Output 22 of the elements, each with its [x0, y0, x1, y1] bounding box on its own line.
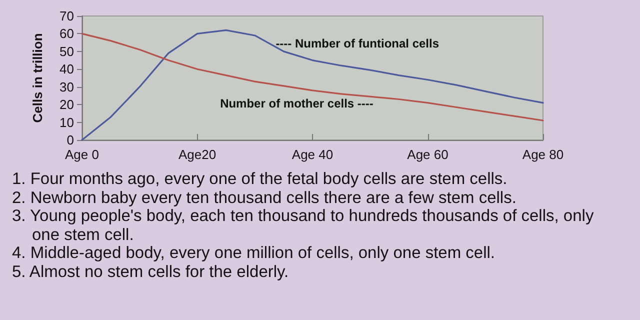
x-tick-label: Age 40	[292, 147, 334, 162]
line-series	[81, 32, 544, 122]
text: 3. Young people's body, each ten thousand to hundreds thousands of cells, only one stem cell.	[12, 207, 595, 244]
x-tick-label: Age 80	[522, 147, 564, 162]
series-label: ---- Number of funtional cells	[276, 36, 440, 50]
y-tick-label: 0	[66, 132, 74, 148]
text: 1. Four months ago, every one of the fetal body cells are stem cells.	[12, 170, 508, 188]
series-label: Number of mother cells ----	[220, 96, 374, 110]
x-tick-label: Age 0	[65, 147, 99, 162]
y-tick-label: 70	[60, 8, 74, 24]
y-tick-label: 10	[60, 114, 74, 130]
text: 2. Newborn baby every ten thousand cells there are a few stem cells.	[12, 188, 518, 207]
y-tick-label: 30	[60, 79, 74, 94]
y-axis-title: Cells in trillion	[30, 33, 45, 123]
y-tick-label: 20	[60, 97, 74, 112]
y-tick-label: 50	[60, 44, 74, 59]
y-tick-label: 60	[60, 26, 74, 42]
x-tick-label: Age 60	[407, 147, 448, 162]
text: 4. Middle-aged body, every one million of cells, only one stem cell.	[12, 244, 496, 262]
text: 5. Almost no stem cells for the elderly.	[12, 262, 290, 281]
x-tick-label: Age20	[178, 147, 216, 162]
y-tick-label: 40	[60, 62, 74, 77]
